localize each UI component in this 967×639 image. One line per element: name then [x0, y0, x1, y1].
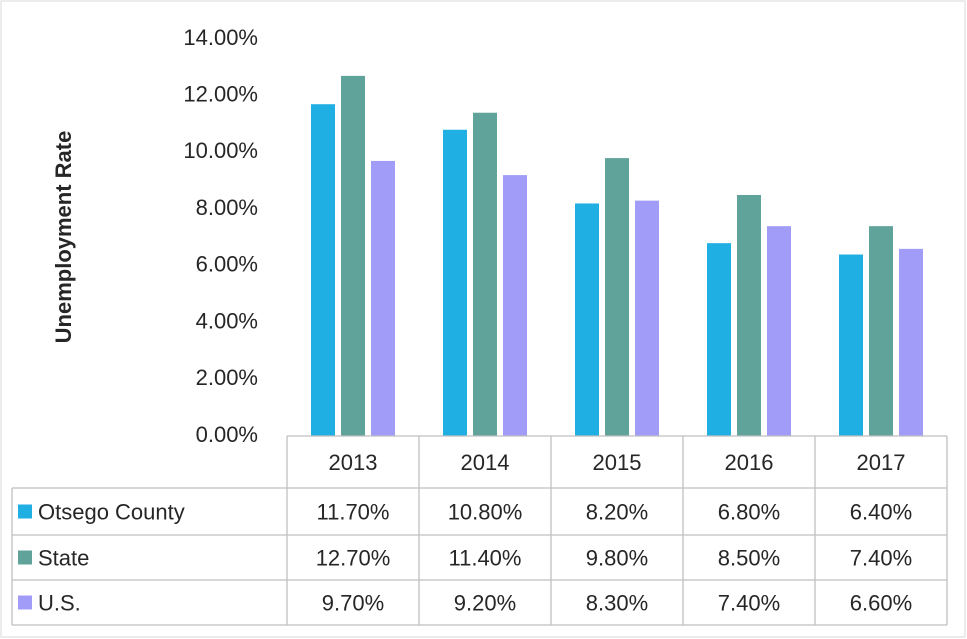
legend-swatch: [18, 550, 32, 565]
table-cell: 6.80%: [718, 499, 780, 524]
y-axis-title: Unemployment Rate: [51, 131, 76, 344]
bar: [767, 226, 791, 436]
y-tick-label: 6.00%: [196, 252, 258, 277]
legend-label: State: [38, 545, 89, 570]
legend-swatch: [18, 504, 32, 519]
table-cell: 7.40%: [850, 545, 912, 570]
bar: [839, 254, 863, 436]
table-cell: 9.80%: [586, 545, 648, 570]
bar: [341, 75, 365, 436]
bar: [635, 200, 659, 436]
y-tick-label: 14.00%: [183, 25, 258, 50]
bar: [707, 243, 731, 436]
legend-label: U.S.: [38, 590, 81, 615]
legend-label: Otsego County: [38, 499, 185, 524]
legend-swatch: [18, 595, 32, 610]
bar: [575, 203, 599, 436]
bar: [503, 175, 527, 436]
bar: [311, 104, 335, 436]
x-tick-label: 2013: [329, 450, 378, 475]
table-cell: 11.40%: [449, 545, 522, 570]
x-tick-label: 2014: [461, 450, 510, 475]
bar: [869, 226, 893, 436]
table-cell: 12.70%: [316, 545, 391, 570]
x-tick-label: 2016: [725, 450, 774, 475]
y-tick-label: 10.00%: [183, 138, 258, 163]
x-tick-label: 2015: [593, 450, 642, 475]
table-cell: 6.40%: [850, 499, 912, 524]
y-tick-label: 4.00%: [196, 308, 258, 333]
bar: [473, 112, 497, 436]
table-cell: 9.20%: [454, 590, 516, 615]
table-cell: 10.80%: [448, 499, 523, 524]
bar: [737, 194, 761, 436]
table-cell: 7.40%: [718, 590, 780, 615]
table-cell: 11.70%: [317, 499, 390, 524]
table-cell: 6.60%: [850, 590, 912, 615]
y-tick-label: 12.00%: [183, 82, 258, 107]
y-tick-label: 2.00%: [196, 365, 258, 390]
bar: [443, 129, 467, 436]
bar: [605, 158, 629, 436]
table-cell: 9.70%: [322, 590, 384, 615]
y-tick-label: 0.00%: [196, 422, 258, 447]
bar: [371, 160, 395, 436]
table-cell: 8.30%: [586, 590, 648, 615]
bar: [899, 248, 923, 436]
x-tick-label: 2017: [857, 450, 906, 475]
table-cell: 8.50%: [718, 545, 780, 570]
y-tick-label: 8.00%: [196, 195, 258, 220]
table-cell: 8.20%: [586, 499, 648, 524]
